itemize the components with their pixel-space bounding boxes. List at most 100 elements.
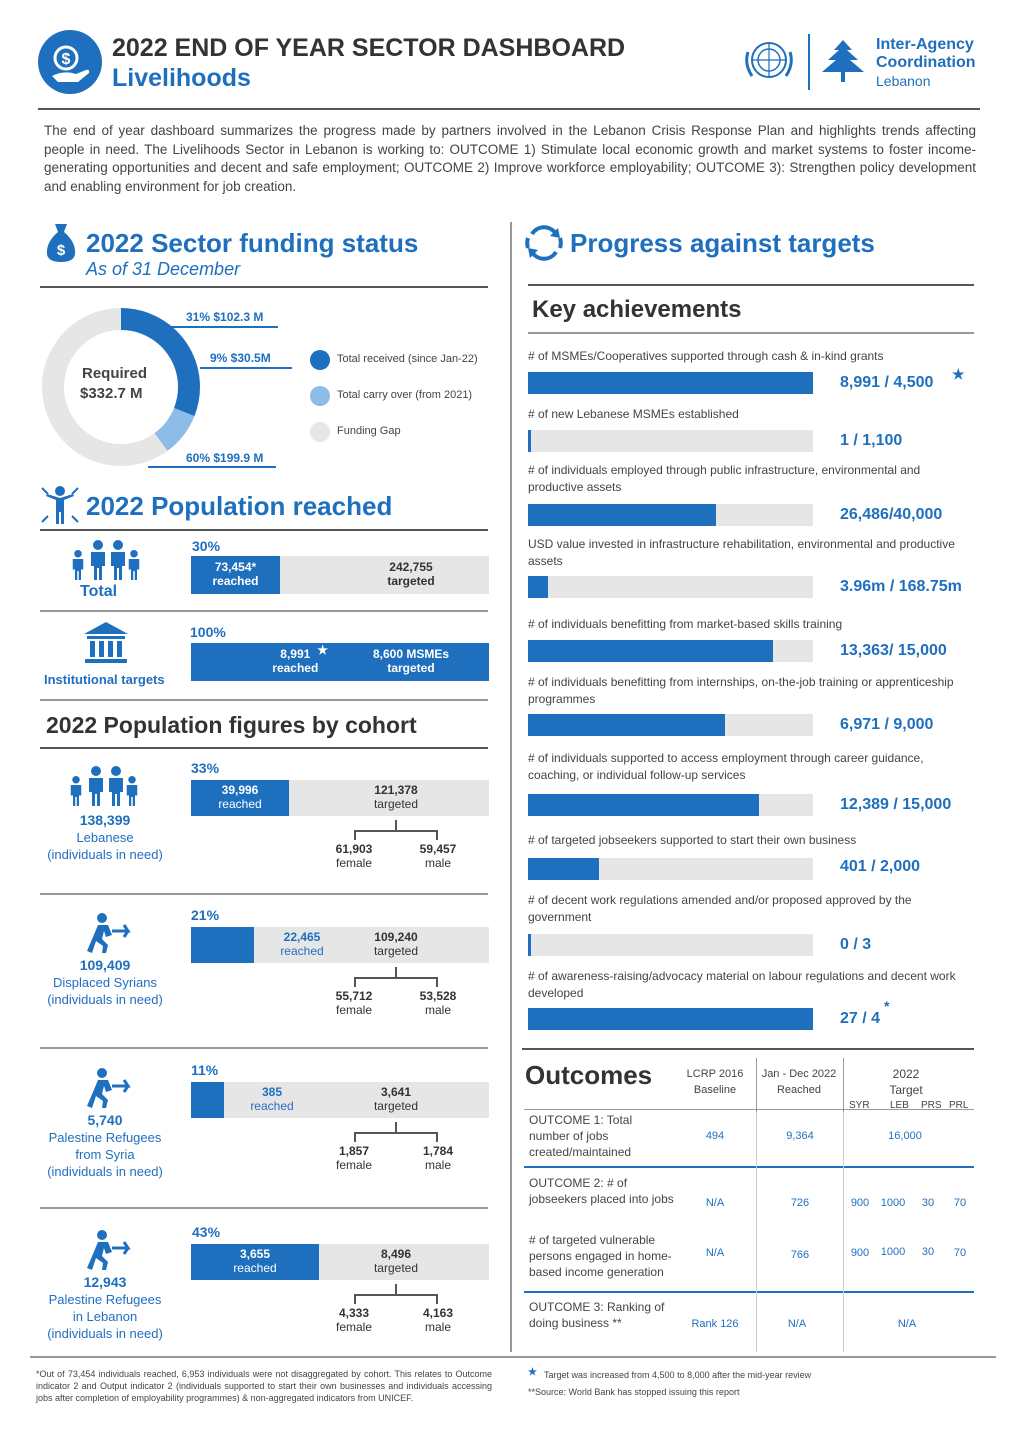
split-left <box>354 1132 356 1142</box>
cohort-count: 109,409 <box>79 957 131 973</box>
cedar-tree-icon <box>822 40 864 82</box>
cohort-male-word: male <box>424 1320 451 1334</box>
cycle-icon <box>524 222 564 264</box>
institutional-rule <box>40 699 488 701</box>
org-line3: Lebanon <box>876 73 931 89</box>
achievement-label: # of MSMEs/Cooperatives supported throug… <box>528 349 884 363</box>
cohort-label-2: 5,740 Palestine Refugees from Syria (indivi… <box>32 1112 178 1180</box>
institutional-label: Institutional targets <box>44 672 165 687</box>
outcome-2-reached: 726 <box>790 1197 810 1209</box>
cohort-female-value: 4,333 <box>338 1306 370 1320</box>
institutional-reached-value: 8,991 <box>280 647 311 661</box>
total-reached-word: reached <box>212 574 259 588</box>
achievement-bar-bg <box>528 576 813 598</box>
outcome-3-reached: N/A <box>787 1318 807 1330</box>
footnote-star: ★ <box>528 1367 537 1378</box>
page-subtitle: Livelihoods <box>112 64 251 92</box>
progress-title: Progress against targets <box>570 228 875 258</box>
progress-rule <box>528 284 974 286</box>
cohort-need: (individuals in need) <box>47 992 163 1007</box>
split-right <box>436 977 438 987</box>
outcome-3-baseline: Rank 126 <box>691 1318 739 1330</box>
cohort-reached-word: reached <box>233 1261 277 1275</box>
split-right <box>436 1294 438 1304</box>
split-left <box>354 1294 356 1304</box>
cohort-name-2: in Lebanon <box>72 1309 138 1324</box>
split-stem <box>395 1122 397 1132</box>
achievement-bar-fill <box>528 794 759 816</box>
total-label: Total <box>80 583 118 600</box>
achievement-value: 6,971 / 9,000 <box>840 716 934 733</box>
achievement-label: # of decent work regulations amended and… <box>528 893 912 924</box>
cohort-female-word: female <box>335 1320 373 1334</box>
total-bar: 73,454* reached 242,755 targeted <box>191 556 489 594</box>
achievement-label: # of individuals benefitting from market… <box>528 617 843 631</box>
cohort-bar-bg <box>191 1082 489 1118</box>
legend-carry-swatch <box>310 386 330 406</box>
outcome-2b-t-leb: 1000 <box>880 1246 906 1258</box>
cohort-targeted: 121,378 targeted <box>346 783 446 811</box>
split-bar <box>354 830 438 832</box>
achievements-rule <box>528 332 974 334</box>
total-reached-value: 73,454* <box>214 560 257 574</box>
required-label: Required <box>82 365 148 382</box>
cohort-name: Displaced Syrians <box>52 975 158 990</box>
cohort-bar-fill <box>191 927 254 963</box>
cohort-male: 4,163 male <box>408 1306 468 1334</box>
cohort-targeted-word: targeted <box>373 797 419 811</box>
outcome-2b-t-prs: 30 <box>921 1246 935 1258</box>
achievement-value: 1 / 1,100 <box>840 432 903 449</box>
cohort-need: (individuals in need) <box>47 1164 163 1179</box>
cohort-female: 55,712 female <box>324 989 384 1017</box>
split-left <box>354 830 356 840</box>
achievement-label: # of individuals benefitting from intern… <box>528 675 954 706</box>
cohort-female-word: female <box>335 1158 373 1172</box>
achievement-value: 8,991 / 4,500 <box>840 374 934 391</box>
institutional-targeted-value: 8,600 MSMEs <box>372 647 450 661</box>
cohort-female-word: female <box>335 856 373 870</box>
split-stem <box>395 1284 397 1294</box>
cohort-targeted-word: targeted <box>373 1261 419 1275</box>
svg-text:$: $ <box>57 242 66 259</box>
target-sub-leb: LEB <box>890 1100 909 1111</box>
institutional-pct: 100% <box>190 624 226 640</box>
outcome-2b-baseline: N/A <box>705 1247 725 1259</box>
outcome-2-baseline: N/A <box>705 1197 725 1209</box>
achievement-value: 401 / 2,000 <box>840 858 921 875</box>
cohort-reached: 39,996 reached <box>195 783 285 811</box>
cohort-male: 1,784 male <box>408 1144 468 1172</box>
outcomes-title: Outcomes <box>525 1060 653 1090</box>
cohort-reached-value: 22,465 <box>283 930 321 944</box>
cohort-pct: 43% <box>192 1224 221 1240</box>
outcomes-col-baseline: LCRP 2016 Baseline <box>686 1068 744 1096</box>
org-name: Inter-Agency Coordination Lebanon <box>876 36 976 90</box>
outcomes-row-rule-1 <box>524 1166 974 1168</box>
gap-callout: 60% $199.9 M <box>186 451 264 465</box>
achievement-value: 27 / 4 <box>840 1010 881 1027</box>
cohort-male-word: male <box>424 856 451 870</box>
achievement-label: # of individuals employed through public… <box>528 463 921 494</box>
outcome-1-target: 16,000 <box>888 1130 922 1142</box>
cohort-count: 138,399 <box>79 812 131 828</box>
institutional-bar: 8,991 reached 8,600 MSMEs targeted ★ <box>191 643 489 681</box>
total-bar-fill <box>191 556 280 594</box>
cohort-female-value: 1,857 <box>338 1144 370 1158</box>
outcome-2-t-prl: 70 <box>953 1197 967 1209</box>
outcomes-row-rule-2 <box>524 1291 974 1293</box>
footer-rule <box>30 1356 996 1358</box>
cohort-label-3: 12,943 Palestine Refugees in Lebanon (indiv… <box>32 1274 178 1342</box>
target-sub-syr: SYR <box>849 1100 870 1111</box>
achievement-star-icon: ★ <box>952 366 965 382</box>
cohort-reached-value: 385 <box>261 1085 283 1099</box>
cohort-need: (individuals in need) <box>47 847 163 862</box>
achievement-bar-bg <box>528 858 813 880</box>
cohort-label-0: 138,399 Lebanese (individuals in need) <box>32 812 178 863</box>
achievement-bar-bg <box>528 430 813 452</box>
gap-callout-line <box>148 466 276 468</box>
cohort-female-word: female <box>335 1003 373 1017</box>
carry-callout-line <box>200 367 292 369</box>
cohort-reached-word: reached <box>218 797 262 811</box>
split-stem <box>395 967 397 977</box>
achievement-label: # of individuals supported to access emp… <box>528 751 924 782</box>
footnote-left: *Out of 73,454 individuals reached, 6,95… <box>36 1369 492 1403</box>
